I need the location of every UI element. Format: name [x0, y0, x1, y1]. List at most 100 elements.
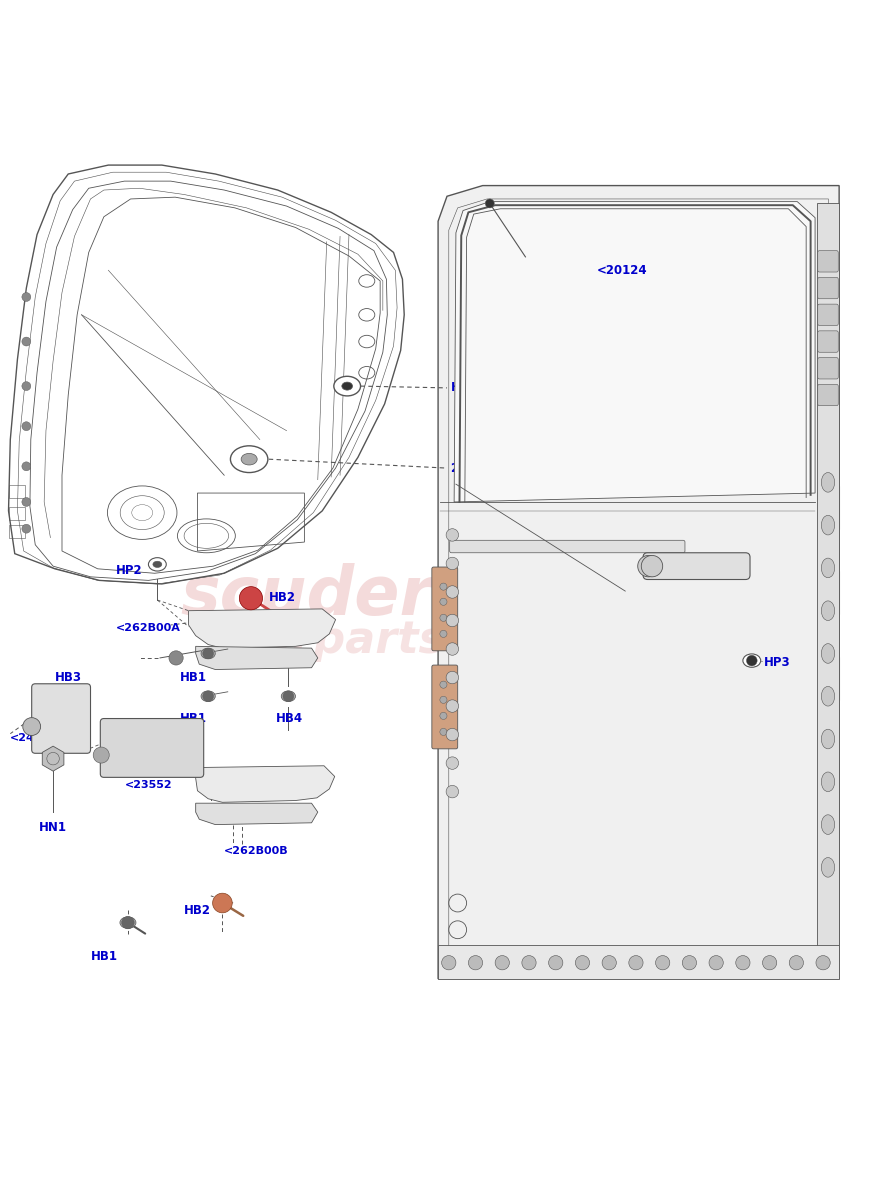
Bar	[643, 700, 692, 743]
Circle shape	[21, 293, 30, 301]
Ellipse shape	[201, 691, 215, 702]
Circle shape	[495, 955, 510, 970]
Text: <24692: <24692	[11, 733, 59, 743]
Bar	[496, 486, 545, 529]
Bar	[741, 529, 790, 571]
Circle shape	[440, 599, 447, 605]
FancyBboxPatch shape	[817, 204, 839, 961]
Text: <262B00A: <262B00A	[115, 623, 181, 632]
FancyBboxPatch shape	[818, 331, 839, 353]
Bar	[790, 486, 839, 529]
FancyBboxPatch shape	[432, 665, 458, 749]
Circle shape	[446, 785, 459, 798]
Ellipse shape	[822, 643, 835, 664]
Circle shape	[446, 529, 459, 541]
Circle shape	[485, 199, 494, 208]
Circle shape	[576, 955, 590, 970]
Bar	[692, 658, 741, 700]
Circle shape	[736, 955, 750, 970]
Bar	[643, 529, 692, 571]
Ellipse shape	[822, 515, 835, 535]
Text: carparts: carparts	[235, 619, 445, 661]
Polygon shape	[196, 647, 317, 670]
Bar	[643, 614, 692, 658]
Bar	[692, 571, 741, 614]
Circle shape	[440, 682, 447, 689]
Bar	[447, 700, 496, 743]
Bar	[741, 700, 790, 743]
Circle shape	[682, 955, 696, 970]
Text: HB2: HB2	[269, 590, 296, 604]
Circle shape	[709, 955, 723, 970]
Circle shape	[446, 700, 459, 713]
Ellipse shape	[231, 446, 268, 473]
Text: <23552: <23552	[124, 780, 172, 791]
Polygon shape	[454, 202, 815, 502]
Circle shape	[21, 382, 30, 390]
Ellipse shape	[822, 858, 835, 877]
Bar	[790, 571, 839, 614]
Ellipse shape	[201, 648, 215, 659]
Bar	[496, 571, 545, 614]
Text: HN1: HN1	[38, 821, 67, 834]
FancyBboxPatch shape	[450, 540, 685, 553]
Bar	[545, 700, 594, 743]
Circle shape	[203, 691, 214, 702]
Ellipse shape	[743, 654, 761, 667]
Circle shape	[522, 955, 536, 970]
Ellipse shape	[822, 815, 835, 834]
Ellipse shape	[333, 377, 360, 396]
Ellipse shape	[822, 601, 835, 620]
Bar	[447, 614, 496, 658]
Circle shape	[446, 614, 459, 626]
Circle shape	[637, 556, 659, 577]
Circle shape	[602, 955, 616, 970]
Circle shape	[21, 421, 30, 431]
Ellipse shape	[822, 686, 835, 706]
Circle shape	[213, 893, 232, 913]
Circle shape	[440, 583, 447, 590]
Circle shape	[446, 757, 459, 769]
Circle shape	[763, 955, 777, 970]
Circle shape	[446, 643, 459, 655]
Ellipse shape	[282, 691, 296, 702]
Text: HP3: HP3	[764, 656, 791, 668]
Circle shape	[655, 955, 670, 970]
Circle shape	[21, 337, 30, 346]
Ellipse shape	[822, 473, 835, 492]
Circle shape	[203, 648, 214, 659]
Text: HB4: HB4	[276, 712, 303, 725]
Bar	[594, 571, 643, 614]
Circle shape	[440, 630, 447, 637]
Bar	[9, 508, 24, 520]
Circle shape	[122, 917, 134, 929]
Ellipse shape	[822, 772, 835, 792]
FancyBboxPatch shape	[438, 944, 839, 979]
Text: HB2: HB2	[184, 904, 211, 917]
Bar	[447, 529, 496, 571]
Circle shape	[169, 650, 183, 665]
Polygon shape	[189, 608, 335, 648]
Circle shape	[440, 614, 447, 622]
Bar	[594, 486, 643, 529]
Bar	[9, 526, 24, 538]
Circle shape	[442, 955, 456, 970]
Ellipse shape	[120, 917, 136, 929]
FancyBboxPatch shape	[818, 358, 839, 379]
Circle shape	[446, 671, 459, 684]
Circle shape	[21, 524, 30, 533]
FancyBboxPatch shape	[643, 553, 750, 580]
Circle shape	[22, 718, 40, 736]
Circle shape	[789, 955, 804, 970]
Bar	[496, 658, 545, 700]
Circle shape	[746, 655, 757, 666]
Polygon shape	[438, 186, 839, 979]
Ellipse shape	[148, 558, 166, 571]
FancyBboxPatch shape	[818, 384, 839, 406]
Circle shape	[440, 696, 447, 703]
Bar	[545, 529, 594, 571]
Bar	[692, 486, 741, 529]
Circle shape	[468, 955, 483, 970]
Text: HB1: HB1	[180, 712, 207, 725]
Circle shape	[628, 955, 643, 970]
